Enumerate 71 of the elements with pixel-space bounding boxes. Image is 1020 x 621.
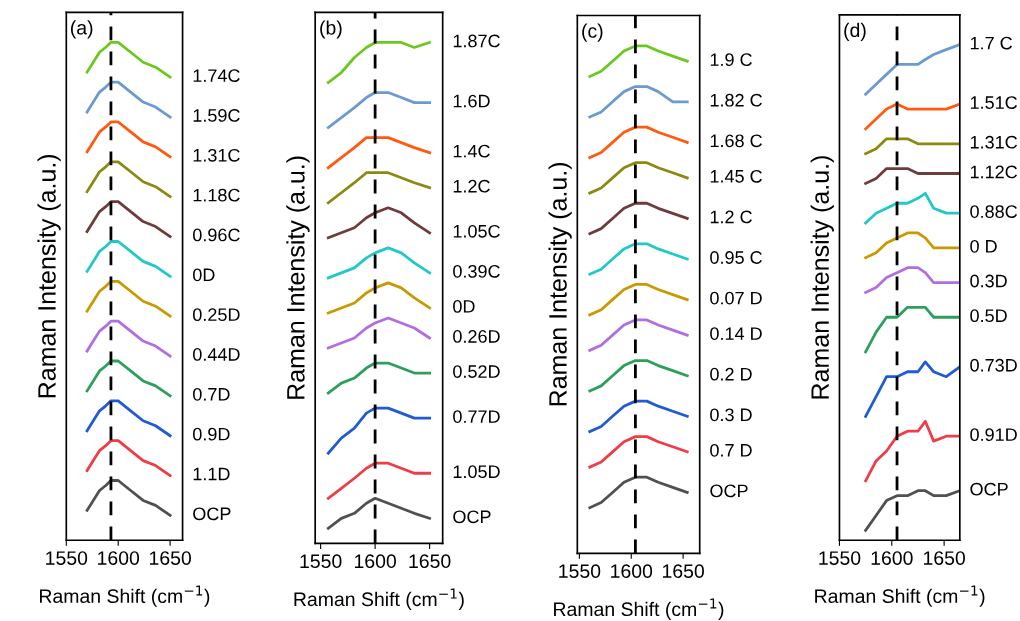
series-label: 1.59C xyxy=(193,109,240,122)
text: (b) xyxy=(320,20,342,39)
series-label: 1.6D xyxy=(453,94,490,108)
x-tick-label: 1550 xyxy=(559,564,601,579)
x-axis-title: Raman Shift (cm$^{−1}$) xyxy=(39,585,210,607)
x-tick-label: 1650 xyxy=(662,564,704,579)
series-label: OCP xyxy=(193,507,231,521)
series-label: 0.91D xyxy=(970,428,1017,442)
series-label: 0.3 D xyxy=(710,408,752,422)
series-label: 0.5D xyxy=(970,309,1007,323)
x-tick-label: 1600 xyxy=(98,551,140,565)
series-label: 0.95 C xyxy=(710,251,762,264)
series-label: 1.1D xyxy=(193,467,230,481)
series-label: 1.82 C xyxy=(710,93,762,107)
series-label: 0.26D xyxy=(453,330,500,343)
series-label: 0.77D xyxy=(453,410,500,423)
series-label: 0.2 D xyxy=(710,367,752,381)
text: (c) xyxy=(582,23,603,42)
x-axis-title: Raman Shift (cm$^{−1}$) xyxy=(554,598,724,620)
series-label: OCP xyxy=(710,484,748,498)
series-label: 0.39C xyxy=(453,264,500,278)
series-label: 1.2 C xyxy=(710,210,752,224)
series-label: 0.52D xyxy=(453,365,500,378)
series-label: 0D xyxy=(453,300,475,313)
y-axis-title: Raman Intensity (a.u.) xyxy=(548,162,572,406)
series-label: 0D xyxy=(193,268,215,282)
series-label: 1.68 C xyxy=(710,134,762,148)
series-label: 0.14 D xyxy=(710,327,762,340)
y-axis-title: Raman Intensity (a.u.) xyxy=(810,156,834,399)
x-axis-title: Raman Shift (cm$^{−1}$) xyxy=(815,585,985,607)
series-label: 1.45 C xyxy=(710,169,762,183)
series-label: 1.05C xyxy=(453,224,500,238)
series-label: 0 D xyxy=(970,239,997,253)
series-label: 0.25D xyxy=(193,308,240,322)
x-tick-label: 1600 xyxy=(354,554,396,569)
series-label: 0.9D xyxy=(193,427,230,441)
series-label: OCP xyxy=(453,510,491,524)
series-label: 1.05D xyxy=(453,465,500,479)
series-label: 0.44D xyxy=(193,348,240,361)
series-label: 1.31C xyxy=(193,148,240,162)
series-label: 1.51C xyxy=(970,96,1018,109)
series-label: 1.74C xyxy=(193,69,240,82)
x-tick-label: 1600 xyxy=(611,564,653,579)
series-label: 0.07 D xyxy=(710,291,762,305)
x-tick-label: 1650 xyxy=(409,554,451,569)
text: (d) xyxy=(844,22,866,41)
series-label: 1.4C xyxy=(453,144,490,158)
series-label: 1.2C xyxy=(453,179,490,193)
series-label: 1.7 C xyxy=(970,36,1013,50)
series-label: 0.7 D xyxy=(710,443,752,457)
series-label: 1.31C xyxy=(970,135,1018,149)
x-tick-label: 1550 xyxy=(46,551,88,565)
x-tick-label: 1550 xyxy=(819,551,861,565)
x-tick-label: 1650 xyxy=(923,551,965,565)
series-label: 0.96C xyxy=(193,228,240,242)
series-label: 1.12C xyxy=(970,165,1018,179)
x-tick-label: 1550 xyxy=(300,554,342,569)
y-axis-title: Raman Intensity (a.u.) xyxy=(37,154,61,398)
series-label: 1.9 C xyxy=(710,53,752,67)
series-label: 0.7D xyxy=(193,387,230,401)
series-label: 0.88C xyxy=(970,205,1018,218)
x-axis-title: Raman Shift (cm$^{−1}$) xyxy=(294,588,464,610)
text: (a) xyxy=(70,20,93,39)
series-label: 0.3D xyxy=(970,274,1007,288)
series-label: 0.73D xyxy=(970,358,1017,372)
y-axis-title: Raman Intensity (a.u.) xyxy=(286,156,310,399)
series-label: OCP xyxy=(970,482,1008,496)
x-tick-label: 1650 xyxy=(149,551,191,565)
x-tick-label: 1600 xyxy=(871,551,913,565)
series-label: 1.87C xyxy=(453,34,500,48)
series-label: 1.18C xyxy=(193,188,240,202)
